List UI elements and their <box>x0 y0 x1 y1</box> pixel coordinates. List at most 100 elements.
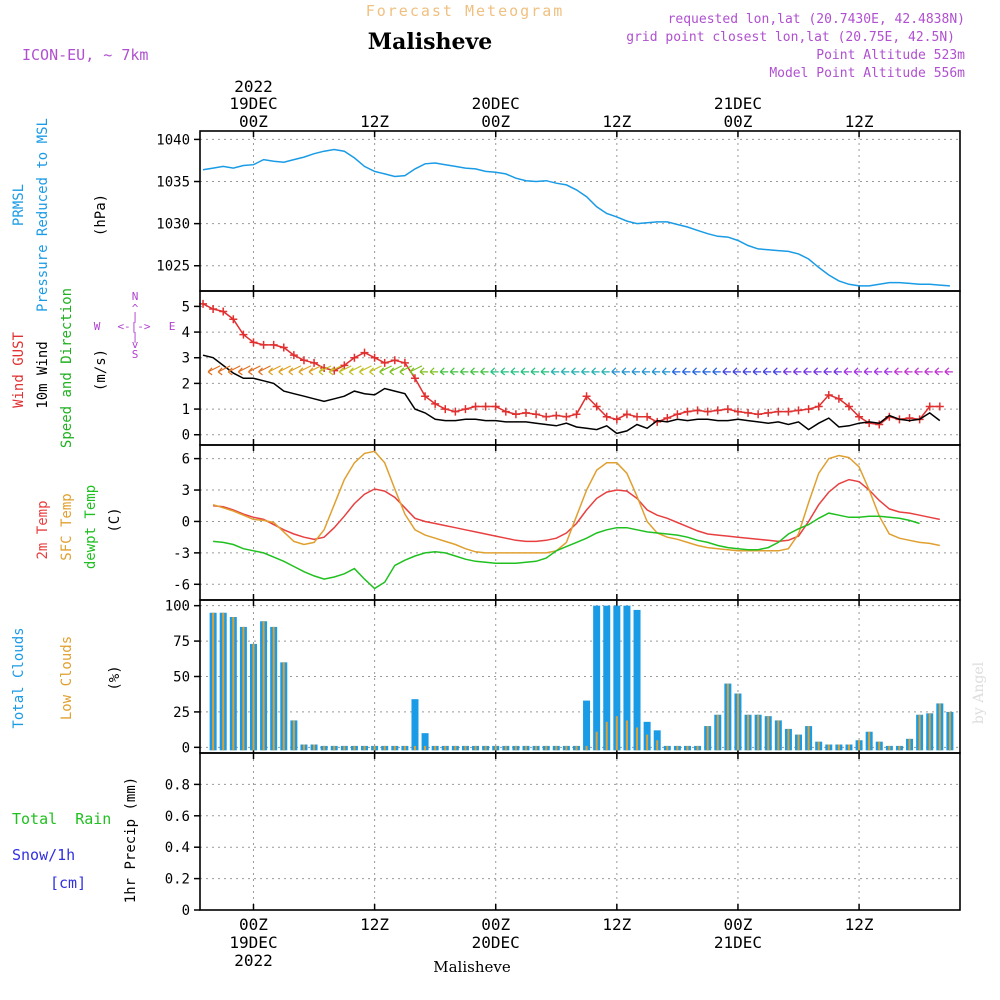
precip-panel: 0 0.2 0.4 0.6 0.8 <box>165 752 961 919</box>
gust-marker <box>522 408 531 417</box>
gust-marker <box>259 340 268 349</box>
gust-marker <box>501 407 510 416</box>
dewpt-temp-label: dewpt Temp <box>83 485 99 569</box>
gust-marker <box>279 343 288 352</box>
precip-ytick-label: 0.8 <box>165 777 190 793</box>
wind-arrow <box>692 367 701 376</box>
gust-marker <box>713 406 722 415</box>
wind-arrow <box>207 365 221 376</box>
wind-arrow <box>328 365 342 376</box>
precip-ytick-label: 0.6 <box>165 809 190 825</box>
svg-text:W: W <box>94 320 101 333</box>
total-rain-label: Total Rain <box>12 810 111 828</box>
bottom-hour-label: 00Z <box>724 915 753 934</box>
low-cloud-bar <box>363 745 366 751</box>
low-cloud-bar <box>262 621 265 751</box>
low-cloud-bar <box>625 720 628 751</box>
low-cloud-bar <box>767 716 770 751</box>
gust-marker <box>310 358 319 367</box>
low-cloud-bar <box>504 745 507 751</box>
low-cloud-bar <box>757 714 760 751</box>
pressure-ytick-label: 1040 <box>156 132 190 148</box>
gust-marker <box>925 402 934 411</box>
precip-label: 1hr Precip (mm) <box>123 777 139 903</box>
wind-arrow <box>237 365 251 376</box>
wind-ytick-label: 1 <box>182 402 190 418</box>
gust-marker <box>431 399 440 408</box>
wind-arrow <box>914 367 923 376</box>
gust-marker <box>643 412 652 421</box>
gust-marker <box>572 410 581 419</box>
gust-marker <box>441 405 450 414</box>
gust-marker <box>390 356 399 365</box>
model-altitude: Model Point Altitude 556m <box>769 66 965 81</box>
low-cloud-bar <box>575 745 578 751</box>
bottom-hour-label: 00Z <box>481 915 510 934</box>
low-cloud-bar <box>403 745 406 751</box>
top-date-label: 21DEC <box>714 94 762 113</box>
wind-arrow <box>258 365 271 376</box>
low-cloud-bar <box>696 745 699 751</box>
wind-arrow <box>530 367 540 376</box>
wind-arrow <box>682 367 691 376</box>
wind-arrow <box>641 367 651 376</box>
gust-marker <box>380 358 389 367</box>
low-cloud-bar <box>595 731 598 751</box>
sfc-line <box>212 450 940 554</box>
total-cloud-bar <box>623 605 631 751</box>
wind-arrow <box>813 367 822 376</box>
low-cloud-bar <box>837 744 840 751</box>
gust-marker <box>249 338 258 347</box>
low-cloud-bar <box>817 741 820 751</box>
total-cloud-bar <box>411 699 419 751</box>
gust-marker <box>229 315 238 324</box>
total-clouds-label: Total Clouds <box>11 627 27 728</box>
low-cloud-bar <box>343 745 346 751</box>
low-cloud-bar <box>656 740 659 751</box>
low-cloud-bar <box>464 745 467 751</box>
wind-arrow <box>823 367 832 376</box>
low-cloud-bar <box>565 745 568 751</box>
low-cloud-bar <box>212 612 215 751</box>
clouds-ytick-label: 0 <box>182 740 190 756</box>
snow-unit-label: [cm] <box>50 874 86 892</box>
gust-marker <box>471 402 480 411</box>
svg-text:N: N <box>132 290 139 303</box>
wind-frame <box>199 290 961 446</box>
low-cloud-bar <box>545 745 548 751</box>
total-cloud-bar <box>583 700 591 751</box>
gust-marker <box>744 408 753 417</box>
location-title: Malisheve <box>368 29 492 55</box>
low-cloud-bar <box>787 728 790 751</box>
low-cloud-bar <box>585 745 588 751</box>
wind-arrow <box>217 365 231 376</box>
svg-text:<-|->: <-|-> <box>117 320 150 333</box>
wind-arrow <box>782 367 792 376</box>
wind-arrow <box>570 367 580 376</box>
t2m-line <box>213 478 940 543</box>
precip-frame <box>199 752 961 911</box>
wind-arrow <box>621 367 630 376</box>
low-cloud-bar <box>807 726 810 751</box>
gust-marker <box>824 390 833 399</box>
temp-ytick-label: -3 <box>173 546 190 562</box>
top-hour-label: 00Z <box>239 112 268 131</box>
low-cloud-bar <box>686 745 689 751</box>
wind-arrow <box>520 367 529 376</box>
gust-marker <box>844 402 853 411</box>
wind-arrow <box>863 367 873 376</box>
wind-arrow <box>772 367 782 376</box>
pressure-panel: 1025 1030 1035 1040 <box>156 130 961 292</box>
svg-text:|: | <box>132 330 139 343</box>
low-cloud-bar <box>424 745 427 751</box>
gust-marker <box>360 348 369 357</box>
svg-text:|: | <box>132 310 139 323</box>
bottom-hour-label: 12Z <box>360 915 389 934</box>
wind-arrow <box>278 365 291 376</box>
wind-arrow <box>924 367 933 376</box>
credit-watermark: by Angel <box>971 661 987 724</box>
total-cloud-bar <box>421 733 429 751</box>
wind-arrow <box>399 365 413 376</box>
grid-point-coords: grid point closest lon,lat (20.75E, 42.5… <box>626 30 955 45</box>
